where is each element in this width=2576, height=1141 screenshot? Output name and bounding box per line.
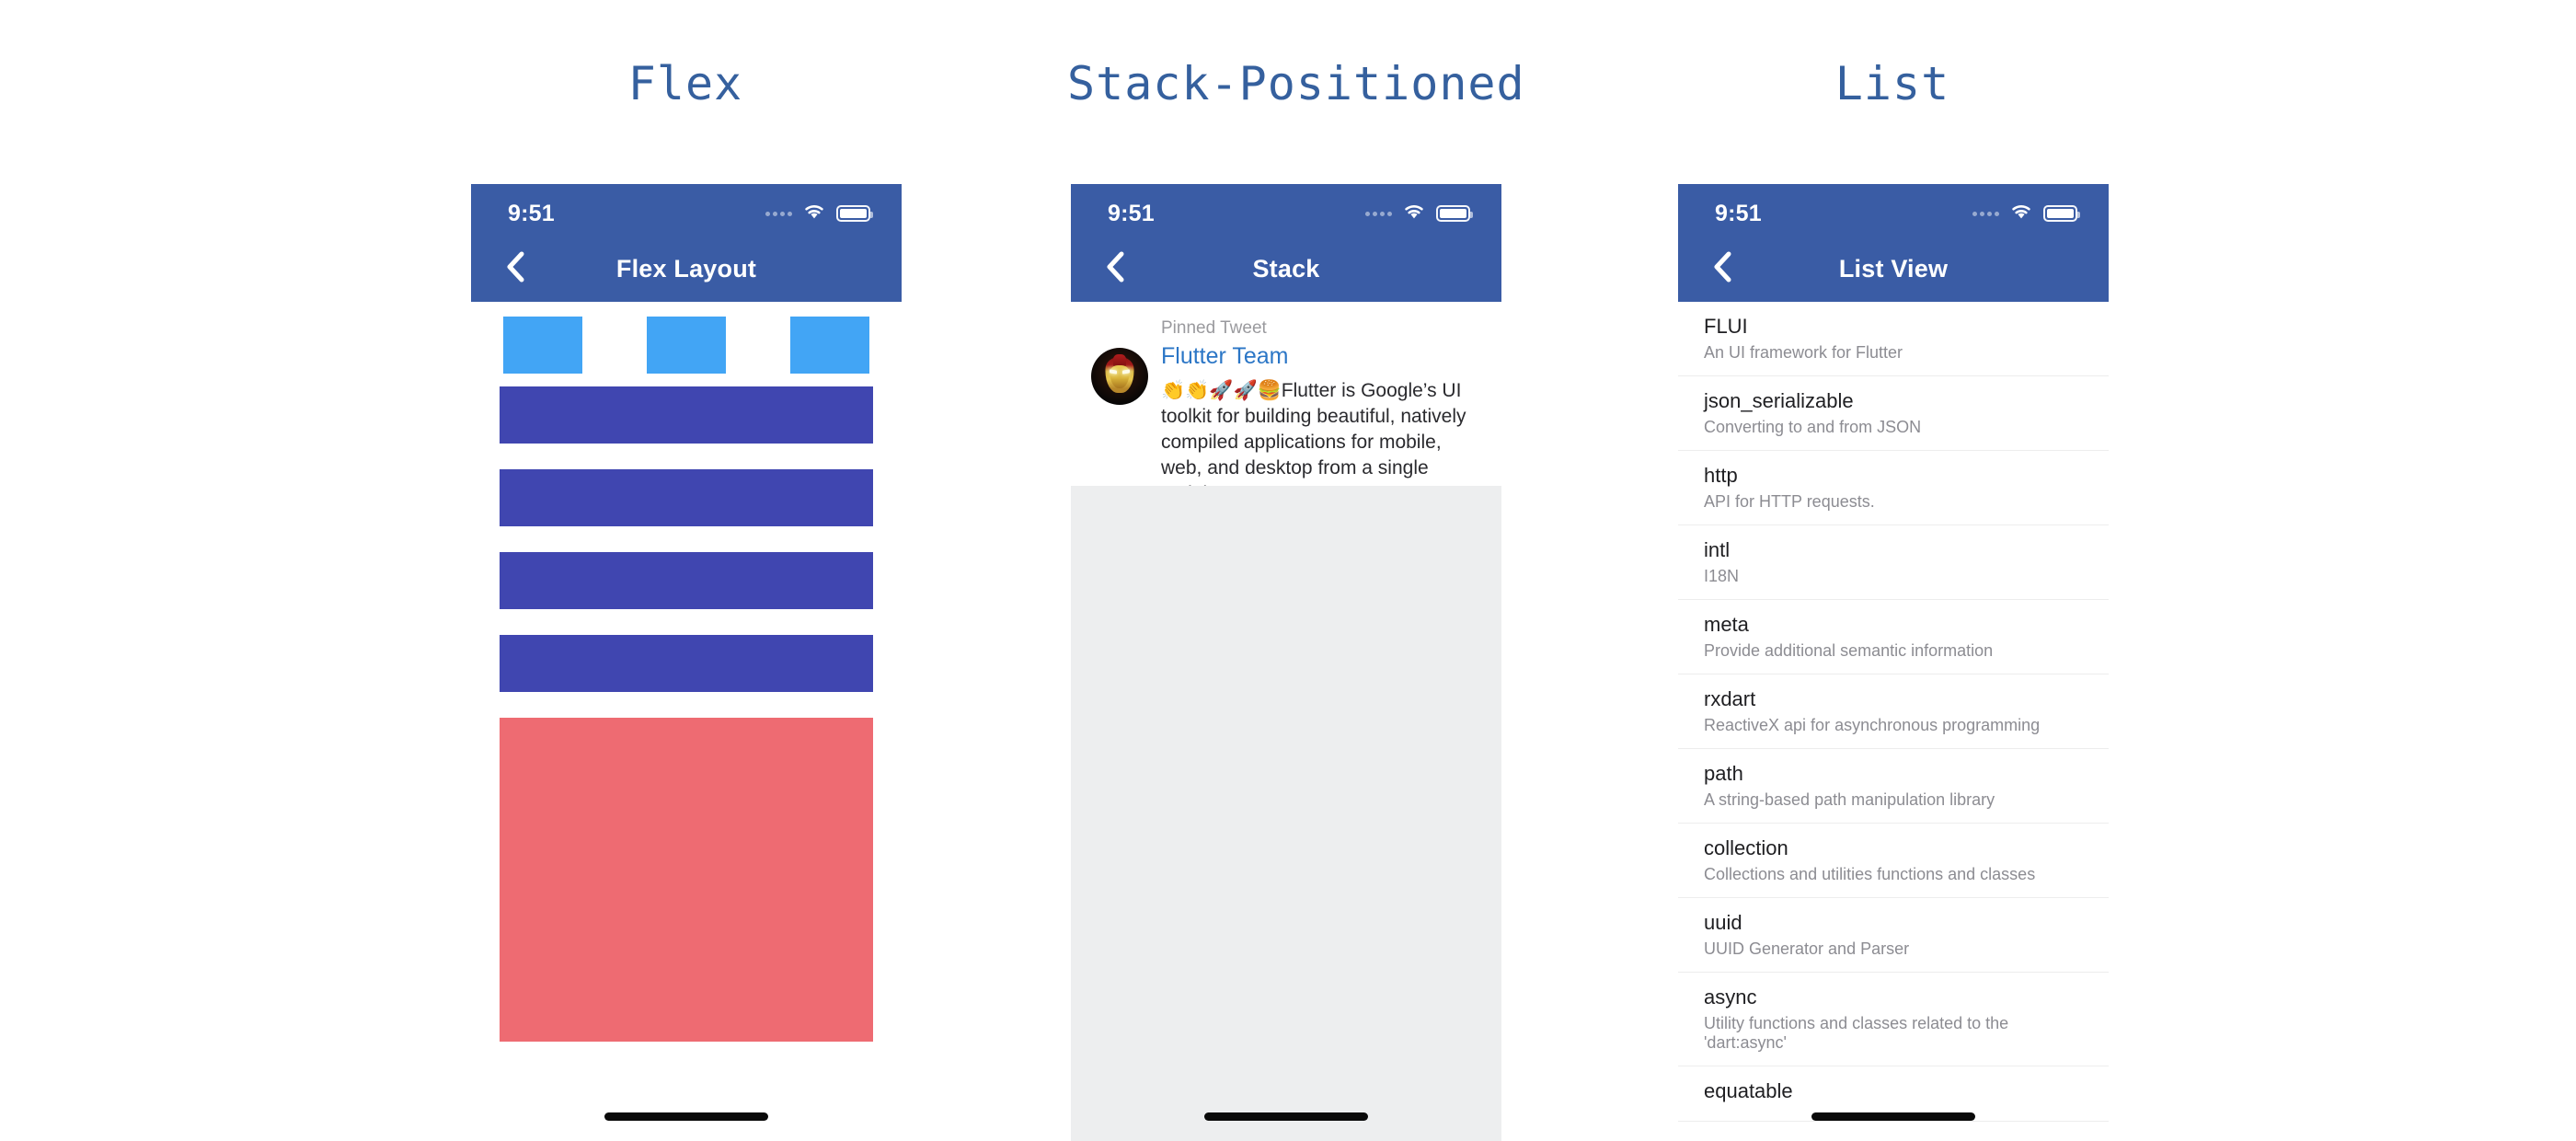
- list-item[interactable]: uuid UUID Generator and Parser: [1678, 898, 2109, 973]
- flex-bar-1: [500, 386, 873, 444]
- avatar-container: [1091, 318, 1152, 541]
- chevron-left-icon: [505, 251, 525, 287]
- home-indicator[interactable]: [1811, 1112, 1975, 1121]
- list-item-title: FLUI: [1704, 315, 1748, 338]
- flex-bar-stack: [471, 386, 902, 692]
- stack-body: Pinned Tweet Flutter Team 👏👏🚀🚀🍔Flutter i…: [1071, 302, 1501, 1141]
- list-item-subtitle: UUID Generator and Parser: [1704, 939, 1910, 958]
- list-item-subtitle: An UI framework for Flutter: [1704, 343, 1903, 362]
- list-item[interactable]: intl I18N: [1678, 525, 2109, 600]
- list-item-title: meta: [1704, 613, 1749, 636]
- chevron-left-icon: [1105, 251, 1125, 287]
- flex-red-block: [500, 718, 873, 1042]
- column-title-stack: Stack-Positioned: [1067, 57, 1525, 110]
- status-time: 9:51: [1108, 200, 1155, 226]
- signal-dots-icon: [1365, 211, 1392, 216]
- stack-nav-row: Stack: [1071, 237, 1501, 300]
- list-item-title: path: [1704, 762, 1743, 785]
- list-item[interactable]: FLUI An UI framework for Flutter: [1678, 302, 2109, 376]
- back-button[interactable]: [495, 248, 535, 289]
- list-nav-row: List View: [1678, 237, 2109, 300]
- list-item-title: rxdart: [1704, 687, 1756, 710]
- phone-flex-layout: 9:51: [471, 184, 902, 1141]
- list-item-subtitle: Converting to and from JSON: [1704, 418, 1922, 436]
- list-item[interactable]: meta Provide additional semantic informa…: [1678, 600, 2109, 674]
- list-item-title: uuid: [1704, 911, 1742, 934]
- iron-man-avatar: [1091, 348, 1148, 405]
- stack-gray-area: [1071, 486, 1501, 1141]
- wifi-icon: [802, 202, 826, 225]
- list-item[interactable]: collection Collections and utilities fun…: [1678, 824, 2109, 898]
- package-list: FLUI An UI framework for Flutter json_se…: [1678, 302, 2109, 1122]
- list-item-subtitle: API for HTTP requests.: [1704, 492, 1875, 511]
- flex-square-2: [647, 317, 726, 374]
- list-item[interactable]: json_serializable Converting to and from…: [1678, 376, 2109, 451]
- flex-appbar: 9:51: [471, 184, 902, 302]
- status-icons: [765, 202, 873, 225]
- stack-page-title: Stack: [1252, 254, 1320, 282]
- list-item-title: intl: [1704, 538, 1731, 561]
- list-item-title: async: [1704, 985, 1757, 1008]
- flex-square-row: [471, 302, 902, 383]
- column-title-flex: Flex: [627, 57, 743, 110]
- signal-dots-icon: [765, 211, 792, 216]
- wifi-icon: [1402, 202, 1426, 225]
- flex-body: [471, 302, 902, 1141]
- list-item[interactable]: equatable: [1678, 1066, 2109, 1122]
- tweet-author-link[interactable]: Flutter Team: [1161, 343, 1289, 369]
- list-item[interactable]: rxdart ReactiveX api for asynchronous pr…: [1678, 674, 2109, 749]
- phone-list-view: 9:51: [1678, 184, 2109, 1141]
- flex-bar-3: [500, 552, 873, 609]
- flex-nav-row: Flex Layout: [471, 237, 902, 300]
- list-item-subtitle: A string-based path manipulation library: [1704, 790, 1995, 809]
- flex-bar-4: [500, 635, 873, 692]
- stack-status-bar: 9:51: [1071, 184, 1501, 237]
- status-time: 9:51: [1715, 200, 1762, 226]
- list-item-subtitle: Collections and utilities functions and …: [1704, 865, 2036, 883]
- column-title-list: List: [1834, 57, 1950, 110]
- list-body[interactable]: FLUI An UI framework for Flutter json_se…: [1678, 302, 2109, 1141]
- battery-icon: [2043, 205, 2080, 222]
- wifi-icon: [2009, 202, 2033, 225]
- list-item[interactable]: path A string-based path manipulation li…: [1678, 749, 2109, 824]
- flex-square-1: [503, 317, 582, 374]
- list-item-title: http: [1704, 464, 1738, 487]
- flex-bar-2: [500, 469, 873, 526]
- stack-appbar: 9:51: [1071, 184, 1501, 302]
- list-item-title: json_serializable: [1704, 389, 1854, 412]
- pinned-label: Pinned Tweet: [1161, 318, 1267, 338]
- back-button[interactable]: [1095, 248, 1135, 289]
- list-item[interactable]: http API for HTTP requests.: [1678, 451, 2109, 525]
- list-item-title: equatable: [1704, 1079, 1793, 1102]
- list-item-subtitle: Utility functions and classes related to…: [1704, 1014, 2009, 1052]
- list-page-title: List View: [1838, 254, 1949, 282]
- battery-icon: [836, 205, 873, 222]
- list-item-subtitle: Provide additional semantic information: [1704, 641, 1994, 660]
- back-button[interactable]: [1702, 248, 1742, 289]
- list-item-title: collection: [1704, 836, 1788, 859]
- status-time: 9:51: [508, 200, 555, 226]
- flex-status-bar: 9:51: [471, 184, 902, 237]
- flex-square-3: [790, 317, 869, 374]
- home-indicator[interactable]: [1204, 1112, 1368, 1121]
- status-icons: [1972, 202, 2080, 225]
- list-status-bar: 9:51: [1678, 184, 2109, 237]
- status-icons: [1365, 202, 1473, 225]
- signal-dots-icon: [1972, 211, 1999, 216]
- list-appbar: 9:51: [1678, 184, 2109, 302]
- battery-icon: [1436, 205, 1473, 222]
- list-item-subtitle: I18N: [1704, 567, 1740, 585]
- home-indicator[interactable]: [604, 1112, 768, 1121]
- list-item[interactable]: async Utility functions and classes rela…: [1678, 973, 2109, 1066]
- flex-page-title: Flex Layout: [615, 254, 757, 282]
- phone-stack-positioned: 9:51: [1071, 184, 1501, 1141]
- list-item-subtitle: ReactiveX api for asynchronous programmi…: [1704, 716, 2041, 734]
- chevron-left-icon: [1712, 251, 1732, 287]
